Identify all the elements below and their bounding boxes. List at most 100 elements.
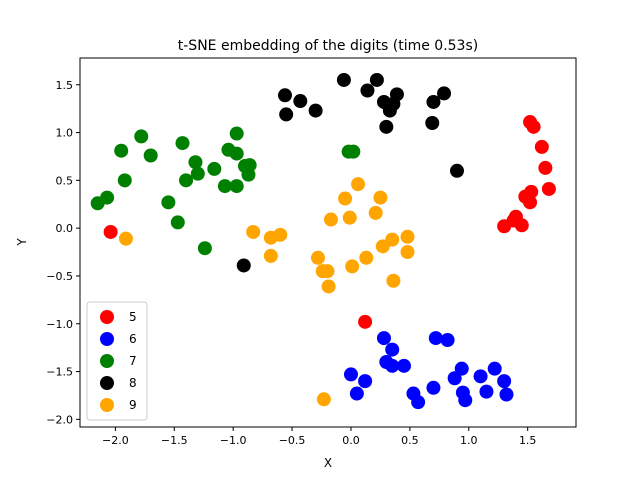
point-digit-9: [246, 224, 261, 239]
legend-label-6: 6: [129, 332, 137, 346]
point-digit-7: [179, 173, 194, 188]
point-digit-6: [376, 331, 391, 346]
point-digit-7: [229, 146, 244, 161]
point-digit-8: [236, 258, 251, 273]
point-digit-9: [385, 232, 400, 247]
x-tick-label: 0.0: [342, 434, 360, 447]
point-digit-8: [450, 163, 465, 178]
legend-marker-9: [100, 398, 114, 412]
y-tick-label: −2.0: [46, 413, 73, 426]
ticks-layer: −2.0 −1.5 −1.0 −0.5 0.0 0.5 1.0 1.5 −2.0 −1.5 −1.0…: [46, 79, 536, 447]
point-digit-7: [217, 179, 232, 194]
point-digit-5: [523, 195, 538, 210]
point-digit-9: [368, 205, 383, 220]
point-digit-6: [385, 342, 400, 357]
point-digit-7: [143, 148, 158, 163]
legend-label-8: 8: [129, 376, 137, 390]
point-digit-6: [428, 331, 443, 346]
point-digit-9: [386, 273, 401, 288]
point-digit-9: [400, 245, 415, 260]
point-digit-6: [447, 371, 462, 386]
point-digit-6: [411, 395, 426, 410]
x-tick-label: 0.5: [401, 434, 419, 447]
point-digit-5: [526, 119, 541, 134]
point-digit-7: [346, 144, 361, 159]
point-digit-6: [396, 358, 411, 373]
point-digit-6: [440, 333, 455, 348]
point-digit-9: [351, 177, 366, 192]
point-digit-6: [487, 361, 502, 376]
point-digit-5: [538, 160, 553, 175]
point-digit-9: [338, 191, 353, 206]
y-tick-label: −0.5: [46, 270, 73, 283]
point-digit-9: [310, 250, 325, 265]
legend-box: [86, 301, 148, 421]
x-tick-label: 1.5: [519, 434, 537, 447]
point-digit-9: [263, 248, 278, 263]
legend-marker-5: [100, 310, 114, 324]
point-digit-6: [454, 361, 469, 376]
point-digit-9: [320, 264, 335, 279]
point-digit-6: [458, 393, 473, 408]
y-tick-label: 1.0: [56, 127, 74, 140]
point-digit-7: [175, 136, 190, 151]
plot-frame: [79, 57, 577, 428]
point-digit-7: [170, 215, 185, 230]
x-tick-label: −1.5: [161, 434, 188, 447]
point-digit-7: [229, 126, 244, 141]
point-digit-5: [534, 139, 549, 154]
point-digit-7: [241, 167, 256, 182]
point-digit-8: [360, 83, 375, 98]
legend-label-5: 5: [129, 310, 137, 324]
point-digit-5: [514, 218, 529, 233]
point-digit-7: [229, 179, 244, 194]
point-digit-8: [293, 94, 308, 109]
y-tick-label: 0.0: [56, 222, 74, 235]
point-digit-5: [358, 314, 373, 329]
chart-title: t-SNE embedding of the digits (time 0.53…: [178, 38, 478, 54]
point-digit-6: [426, 380, 441, 395]
point-digit-6: [473, 369, 488, 384]
point-digit-8: [369, 72, 384, 87]
point-digit-8: [336, 72, 351, 87]
point-digit-8: [425, 116, 440, 131]
point-digit-8: [437, 86, 452, 101]
point-digit-9: [316, 392, 331, 407]
y-axis-label: Y: [15, 238, 29, 247]
legend: 5 6 7 8 9: [86, 301, 148, 421]
y-tick-label: −1.0: [46, 318, 73, 331]
point-digit-9: [323, 212, 338, 227]
x-tick-label: 1.0: [460, 434, 478, 447]
point-digit-7: [188, 155, 203, 170]
legend-marker-8: [100, 376, 114, 390]
point-digit-6: [343, 367, 358, 382]
point-digit-9: [345, 259, 360, 274]
point-digit-8: [426, 94, 441, 109]
point-digit-8: [386, 96, 401, 111]
x-axis-label: X: [324, 456, 332, 470]
x-tick-label: −1.0: [220, 434, 247, 447]
point-digit-8: [308, 103, 323, 118]
x-tick-label: −0.5: [279, 434, 306, 447]
point-digit-6: [499, 387, 514, 402]
point-digit-9: [400, 229, 415, 244]
point-digit-6: [349, 386, 364, 401]
legend-label-7: 7: [129, 354, 137, 368]
x-tick-label: −2.0: [102, 434, 129, 447]
legend-marker-6: [100, 332, 114, 346]
point-digit-8: [279, 107, 294, 122]
legend-label-9: 9: [129, 398, 137, 412]
point-digit-6: [497, 374, 512, 389]
point-digit-6: [358, 374, 373, 389]
point-digit-7: [197, 241, 212, 256]
point-digit-5: [103, 224, 118, 239]
point-digit-7: [161, 195, 176, 210]
y-tick-label: −1.5: [46, 366, 73, 379]
point-digit-9: [263, 230, 278, 245]
point-digit-9: [342, 210, 357, 225]
point-digit-5: [497, 219, 512, 234]
point-digit-9: [321, 279, 336, 294]
point-digit-8: [277, 88, 292, 103]
points-layer: [90, 72, 556, 410]
point-digit-7: [117, 173, 132, 188]
